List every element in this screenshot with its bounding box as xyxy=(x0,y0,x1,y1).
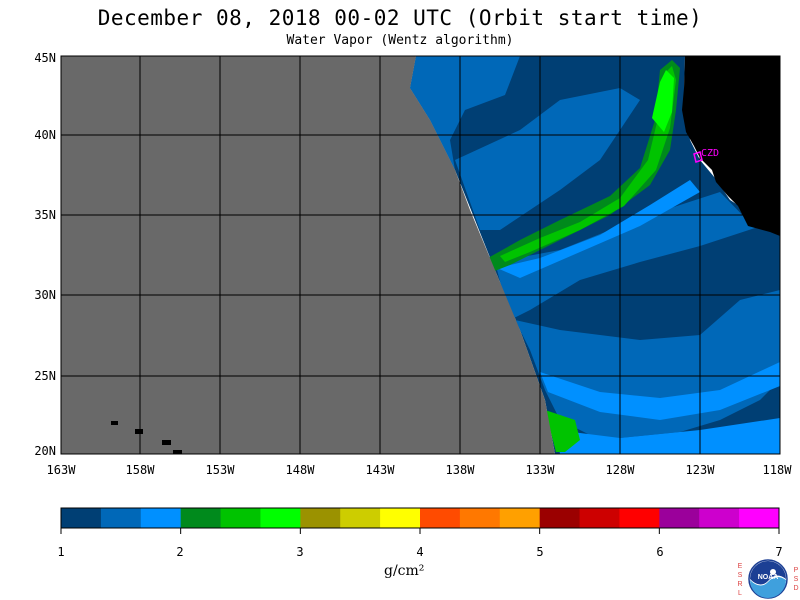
map-subtitle: Water Vapor (Wentz algorithm) xyxy=(286,33,514,48)
colorbar-swatch xyxy=(300,508,341,528)
island-maui xyxy=(162,440,171,445)
island-kauai xyxy=(111,421,118,425)
colorbar-swatch xyxy=(659,508,700,528)
lat-label: 35N xyxy=(34,208,56,222)
lon-label: 133W xyxy=(526,463,556,477)
lat-label: 25N xyxy=(34,369,56,383)
lon-label: 143W xyxy=(366,463,396,477)
logo-letter: L xyxy=(738,590,742,597)
noaa-logo: E S R L NOAA P S D xyxy=(736,556,800,600)
lon-label: 163W xyxy=(47,463,77,477)
colorbar-swatch xyxy=(579,508,620,528)
lat-label: 40N xyxy=(34,128,56,142)
station-czd-marker xyxy=(693,151,703,163)
lon-label: 138W xyxy=(446,463,476,477)
station-czd-label: CZD xyxy=(701,148,719,159)
logo-letter: P xyxy=(793,567,799,574)
swath-bright-band-2 xyxy=(540,362,780,420)
latitude-labels: 45N 40N 35N 30N 25N 20N xyxy=(34,51,56,458)
colorbar-tick-labels: 1 2 3 4 5 6 7 xyxy=(57,545,782,559)
colorbar-tick-label: 6 xyxy=(656,545,663,559)
colorbar-tick-label: 1 xyxy=(57,545,64,559)
colorbar-swatch xyxy=(140,508,182,528)
map-frame xyxy=(60,55,781,455)
colorbar-swatch xyxy=(180,508,222,528)
colorbar-swatch xyxy=(619,508,660,528)
map-title: December 08, 2018 00-02 UTC (Orbit start… xyxy=(97,6,703,30)
lon-label: 148W xyxy=(286,463,316,477)
logo-letter: E xyxy=(737,563,743,570)
colorbar-unit: g/cm² xyxy=(384,563,425,579)
colorbar-tick-label: 3 xyxy=(296,545,303,559)
longitude-labels: 163W 158W 153W 148W 143W 138W 133W 128W … xyxy=(47,463,793,477)
colorbar-swatch xyxy=(260,508,301,528)
island-oahu xyxy=(135,429,143,434)
colorbar-swatch xyxy=(539,508,581,528)
lon-label: 118W xyxy=(763,463,793,477)
swath-medium-north xyxy=(455,88,640,230)
swath-bright-band-1 xyxy=(497,180,700,278)
logo-letter: S xyxy=(793,576,799,583)
colorbar-tick-label: 4 xyxy=(416,545,423,559)
psd-letters: P S D xyxy=(792,566,800,593)
colorbar-swatch xyxy=(340,508,381,528)
logo-letter: S xyxy=(737,572,743,579)
swath-lime-peak xyxy=(652,70,674,132)
colorbar-swatch xyxy=(699,508,740,528)
noaa-emblem-icon: NOAA xyxy=(748,559,788,599)
esrl-letters: E S R L xyxy=(736,562,744,598)
lat-label: 20N xyxy=(34,444,56,458)
colorbar-swatch xyxy=(499,508,541,528)
lat-label: 30N xyxy=(34,288,56,302)
lon-label: 128W xyxy=(606,463,636,477)
lat-lon-grid xyxy=(61,56,780,454)
colorbar-tick-label: 2 xyxy=(176,545,183,559)
swath-bright-green-core xyxy=(500,66,676,262)
lon-label: 158W xyxy=(126,463,156,477)
logo-letter: R xyxy=(737,581,743,588)
lon-label: 123W xyxy=(686,463,716,477)
land-north-america xyxy=(682,56,780,236)
swath-medium-west xyxy=(410,56,520,170)
colorbar-swatch xyxy=(100,508,142,528)
noaa-text: NOAA xyxy=(758,574,779,581)
colorbar-swatch xyxy=(739,508,780,528)
colorbar-swatch xyxy=(220,508,261,528)
swath-medium-middle xyxy=(495,192,755,320)
lat-label: 45N xyxy=(34,51,56,65)
swath-green-south xyxy=(545,410,580,452)
swath-bright-band-3 xyxy=(556,418,780,454)
colorbar-swatch xyxy=(420,508,461,528)
colorbar-tick-label: 7 xyxy=(775,545,782,559)
island-big-island xyxy=(173,450,182,454)
lon-label: 153W xyxy=(206,463,236,477)
logo-letter: D xyxy=(793,585,799,592)
no-data-region xyxy=(61,56,555,454)
colorbar-tick-label: 5 xyxy=(536,545,543,559)
colorbar-swatch xyxy=(61,508,102,528)
colorbar xyxy=(60,507,780,534)
colorbar-swatch xyxy=(380,508,421,528)
colorbar-swatch xyxy=(459,508,501,528)
